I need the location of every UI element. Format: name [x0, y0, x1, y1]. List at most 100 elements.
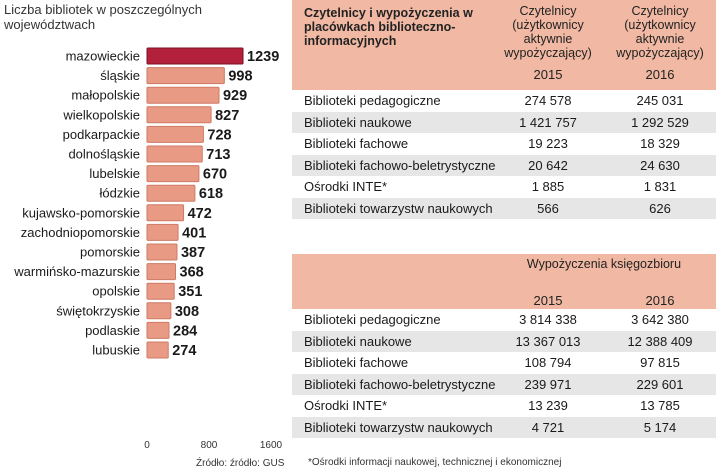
- category-label: zachodniopomorskie: [21, 225, 140, 240]
- row-name: Biblioteki towarzystw naukowych: [292, 197, 493, 219]
- loans-row: Biblioteki fachowo-beletrystyczne 239 971…: [292, 373, 716, 395]
- readers-year-2016: 2016: [645, 67, 675, 82]
- loans-year-2015: 2015: [492, 292, 604, 309]
- value-2016: 3 642 380: [631, 312, 689, 327]
- footnote: *Ośrodki informacji naukowej, techniczne…: [308, 457, 562, 468]
- bar: [146, 184, 196, 202]
- readers-table-header: Czytelnicy i wypożyczenia w placówkach b…: [292, 0, 716, 90]
- data-label: 929: [223, 88, 247, 104]
- data-label: 351: [178, 284, 202, 300]
- category-label: opolskie: [92, 284, 140, 299]
- bar: [146, 145, 203, 163]
- loans-row: Ośrodki INTE* 13 239 13 785: [292, 395, 716, 417]
- category-label: mazowieckie: [66, 49, 140, 64]
- row-name: Ośrodki INTE*: [304, 398, 388, 413]
- data-label: 713: [206, 147, 230, 163]
- readers-row: Ośrodki INTE* 1 885 1 831: [292, 176, 716, 198]
- data-label: 618: [199, 186, 223, 202]
- bar: [146, 165, 200, 183]
- value-2016: 229 601: [604, 373, 716, 395]
- value-2015: 1 885: [531, 179, 565, 194]
- row-name: Biblioteki pedagogiczne: [304, 312, 441, 327]
- value-2016: 24 630: [604, 154, 716, 176]
- readers-col-label: Czytelnicy (użytkownicy aktywnie wypożyc…: [616, 4, 704, 60]
- bar: [146, 204, 185, 222]
- data-label: 308: [175, 304, 199, 320]
- value-2016: 245 031: [636, 93, 684, 108]
- readers-row: Biblioteki towarzystw naukowych 566 626: [292, 197, 716, 219]
- bar: [146, 67, 225, 85]
- x-tick-label: 1600: [260, 440, 283, 451]
- value-2015: 13 367 013: [492, 330, 604, 352]
- bar: [146, 86, 220, 104]
- value-2016: 626: [604, 197, 716, 219]
- row-name: Biblioteki naukowe: [292, 111, 492, 133]
- row-name: Biblioteki pedagogiczne: [304, 93, 441, 108]
- data-label: 387: [181, 245, 205, 261]
- row-name: Biblioteki fachowe: [304, 355, 409, 370]
- readers-row: Biblioteki naukowe 1 421 757 1 292 529: [292, 111, 716, 133]
- category-label: kujawsko-pomorskie: [22, 205, 140, 220]
- bar: [146, 282, 175, 300]
- value-2015: 274 578: [524, 93, 572, 108]
- data-label: 1239: [247, 49, 279, 65]
- readers-col-2015: Czytelnicy (użytkownicy aktywnie wypożyc…: [492, 0, 604, 90]
- loans-table: Wypożyczenia księgozbioru 2015 2016 Bibl…: [292, 254, 716, 438]
- readers-table-body: Biblioteki pedagogiczne 274 578 245 031 Bib…: [292, 90, 716, 219]
- category-label: lubelskie: [89, 166, 140, 181]
- bar: [146, 321, 170, 339]
- value-2015: 3 814 338: [519, 312, 577, 327]
- loans-table-header: Wypożyczenia księgozbioru: [292, 254, 716, 292]
- bar: [146, 243, 178, 261]
- value-2015: 1 421 757: [492, 111, 604, 133]
- data-label: 368: [180, 265, 204, 281]
- data-label: 274: [172, 343, 196, 359]
- category-label: śląskie: [100, 68, 140, 83]
- category-label: podlaskie: [85, 323, 140, 338]
- category-label: łódzkie: [100, 186, 140, 201]
- value-2016: 18 329: [640, 136, 680, 151]
- row-name: Biblioteki fachowo-beletrystyczne: [292, 154, 495, 176]
- value-2015: 19 223: [528, 136, 568, 151]
- loans-row: Biblioteki towarzystw naukowych 4 721 5 17…: [292, 416, 716, 438]
- value-2016: 5 174: [604, 416, 716, 438]
- loans-table-years: 2015 2016: [292, 292, 716, 309]
- value-2015: 239 971: [492, 373, 604, 395]
- category-label: małopolskie: [71, 88, 140, 103]
- readers-row: Biblioteki pedagogiczne 274 578 245 031: [292, 90, 716, 112]
- value-2015: 108 794: [524, 355, 572, 370]
- loans-row: Biblioteki fachowe 108 794 97 815: [292, 352, 716, 374]
- loans-table-body: Biblioteki pedagogiczne 3 814 338 3 642 38…: [292, 309, 716, 438]
- category-label: świętokrzyskie: [56, 303, 140, 318]
- bar: [146, 106, 212, 124]
- loans-row: Biblioteki naukowe 13 367 013 12 388 409: [292, 330, 716, 352]
- chart-title: Liczba bibliotek w poszczególnych wojewó…: [4, 2, 202, 32]
- value-2016: 13 785: [640, 398, 680, 413]
- value-2016: 1 292 529: [604, 111, 716, 133]
- readers-table: Czytelnicy i wypożyczenia w placówkach b…: [292, 0, 716, 219]
- readers-year-2015: 2015: [533, 67, 563, 82]
- row-name: Biblioteki fachowo-beletrystyczne: [292, 373, 495, 395]
- row-name: Biblioteki naukowe: [292, 330, 492, 352]
- readers-col-label: Czytelnicy (użytkownicy aktywnie wypożyc…: [504, 4, 592, 60]
- value-2015: 20 642: [492, 154, 604, 176]
- value-2015: 4 721: [492, 416, 604, 438]
- chart-source: Źródło: źródło: GUS: [196, 458, 285, 469]
- loans-row: Biblioteki pedagogiczne 3 814 338 3 642 38…: [292, 309, 716, 331]
- bar: [146, 125, 204, 143]
- category-label: lubuskie: [92, 343, 140, 358]
- row-name: Biblioteki fachowe: [304, 136, 409, 151]
- readers-row: Biblioteki fachowo-beletrystyczne 20 642 2…: [292, 154, 716, 176]
- data-label: 401: [182, 225, 206, 241]
- value-2015: 13 239: [528, 398, 568, 413]
- value-2016: 12 388 409: [604, 330, 716, 352]
- loans-header-empty: [292, 292, 492, 309]
- category-label: pomorskie: [80, 245, 140, 260]
- value-2016: 97 815: [640, 355, 680, 370]
- bar: [146, 47, 244, 65]
- data-label: 728: [207, 127, 231, 143]
- bar-chart: mazowieckie 1239 śląskie 998 małopolskie 929 w…: [13, 47, 283, 451]
- row-name: Ośrodki INTE*: [304, 179, 388, 194]
- x-tick-label: 0: [144, 440, 150, 451]
- value-2016: 1 831: [643, 179, 677, 194]
